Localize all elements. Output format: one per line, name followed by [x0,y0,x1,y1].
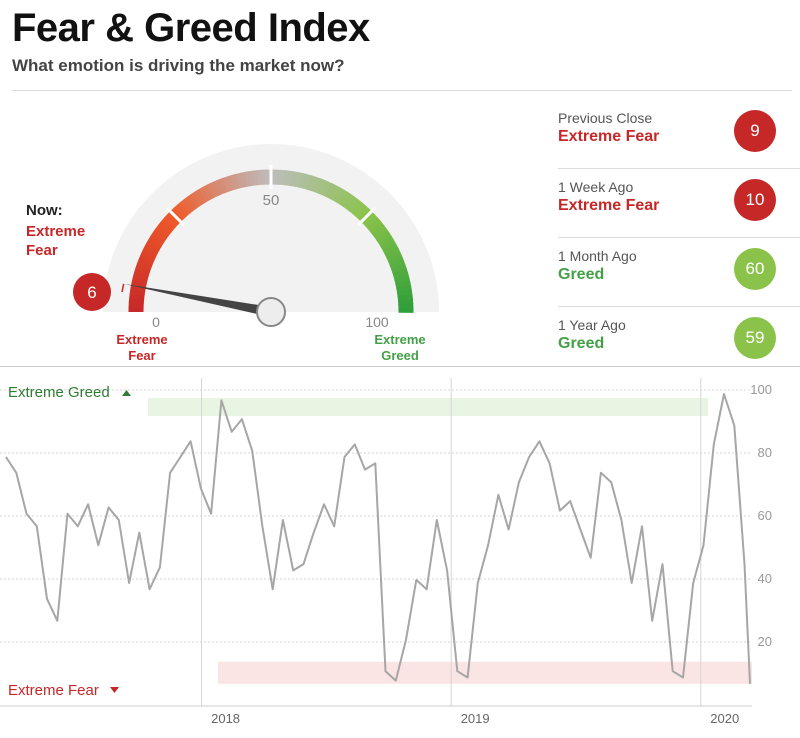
history-row-1-year-ago: 1 Year Ago Greed 59 [542,317,800,385]
y-tick-label: 40 [758,571,772,586]
x-tick-label: 2018 [211,711,240,726]
history-value-badge: 9 [734,110,776,152]
history-rating: Extreme Fear [558,128,660,145]
extreme-greed-label: Extreme Greed [8,384,110,401]
gauge-value: 6 [87,283,96,302]
gauge-label-0: 0 [152,314,160,330]
history-rating: Greed [558,266,605,283]
gauge-needle [123,283,272,317]
history-value-badge: 59 [734,317,776,359]
extreme-fear-band [218,661,752,684]
x-tick-label: 2020 [710,711,739,726]
history-period: 1 Year Ago [558,317,626,333]
arrow-up-icon [122,390,131,396]
history-divider [558,237,800,238]
gauge-face [103,144,439,312]
gauge-value-bubble [73,273,111,311]
y-tick-label: 80 [758,445,772,460]
history-row-1-week-ago: 1 Week Ago Extreme Fear 10 [542,179,800,247]
gauge-label-50: 50 [263,192,280,209]
header-divider [12,90,792,91]
history-row-previous-close: Previous Close Extreme Fear 9 [542,110,800,178]
history-row-1-month-ago: 1 Month Ago Greed 60 [542,248,800,316]
history-rating: Extreme Fear [558,197,660,214]
now-label: Now: [26,202,63,219]
y-tick-label: 20 [758,634,772,649]
x-tick-label: 2019 [461,711,490,726]
history-period: Previous Close [558,110,653,126]
history-divider [558,168,800,169]
y-tick-label: 60 [758,508,772,523]
history-value-badge: 60 [734,248,776,290]
extreme-fear-label: Extreme Fear [8,682,99,699]
history-period: 1 Week Ago [558,179,634,195]
now-rating: Extreme Fear [26,223,86,259]
series-line [5,393,751,684]
history-period: 1 Month Ago [558,248,637,264]
arrow-down-icon [110,687,119,693]
history-rating: Greed [558,335,605,352]
history-value-badge: 10 [734,179,776,221]
gauge-pivot [256,297,286,327]
page-subtitle: What emotion is driving the market now? [12,56,345,75]
gauge-end-label-greed: Extreme Greed [374,332,425,363]
gauge-label-100: 100 [365,314,389,330]
extreme-greed-band [148,398,708,416]
page-title: Fear & Greed Index [12,6,370,50]
history-divider [558,306,800,307]
fear-greed-gauge: 50 0 100 6 Extreme Fear Extreme Greed [73,144,439,363]
gauge-end-label-fear: Extreme Fear [116,332,167,363]
chart-divider [0,366,800,367]
y-tick-label: 100 [750,382,772,397]
